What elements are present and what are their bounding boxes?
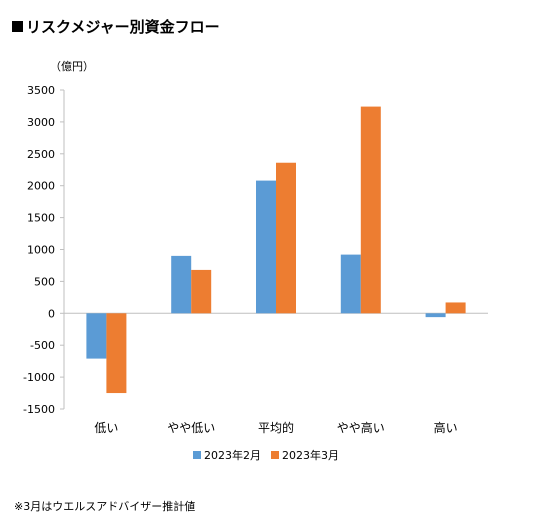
x-category-label: 平均的 bbox=[258, 420, 294, 435]
bar-feb-5 bbox=[425, 313, 446, 318]
bar-mar-1 bbox=[106, 313, 127, 394]
y-tick-label: -500 bbox=[30, 339, 55, 352]
x-category-label: 高い bbox=[434, 420, 458, 435]
y-tick-label: 1500 bbox=[27, 212, 55, 225]
chart-title: リスクメジャー別資金フロー bbox=[12, 16, 220, 37]
bar-mar-5 bbox=[445, 302, 466, 314]
legend-label-2: 2023年3月 bbox=[282, 448, 339, 462]
bar-mar-2 bbox=[191, 269, 212, 314]
y-tick-label: 3500 bbox=[27, 84, 55, 97]
y-tick-label: -1000 bbox=[23, 371, 55, 384]
y-tick-label: 2500 bbox=[27, 148, 55, 161]
bar-feb-1 bbox=[86, 313, 107, 359]
bar-mar-3 bbox=[276, 162, 296, 314]
x-category-label: やや高い bbox=[337, 420, 385, 435]
x-category-label: やや低い bbox=[167, 421, 215, 435]
chart-title-text: リスクメジャー別資金フロー bbox=[26, 18, 220, 36]
legend-label-1: 2023年2月 bbox=[204, 448, 261, 462]
legend-swatch-2 bbox=[271, 451, 279, 459]
y-tick-label: -1500 bbox=[23, 403, 55, 416]
y-tick-label: 500 bbox=[34, 275, 55, 288]
y-tick-label: 1000 bbox=[27, 244, 55, 257]
footnote: ※3月はウエルスアドバイザー推計値 bbox=[14, 500, 196, 513]
x-category-label: 低い bbox=[94, 421, 118, 435]
y-tick-label: 0 bbox=[48, 307, 55, 320]
y-tick-label: 2000 bbox=[27, 180, 55, 193]
title-square-icon bbox=[12, 21, 23, 32]
y-axis-unit-label: （億円） bbox=[50, 60, 94, 73]
bar-mar-4 bbox=[360, 106, 381, 314]
y-tick-label: 3000 bbox=[27, 116, 55, 129]
bar-feb-3 bbox=[256, 180, 276, 314]
bar-feb-4 bbox=[340, 254, 361, 314]
bar-feb-2 bbox=[171, 255, 192, 314]
legend-swatch-1 bbox=[193, 451, 201, 459]
